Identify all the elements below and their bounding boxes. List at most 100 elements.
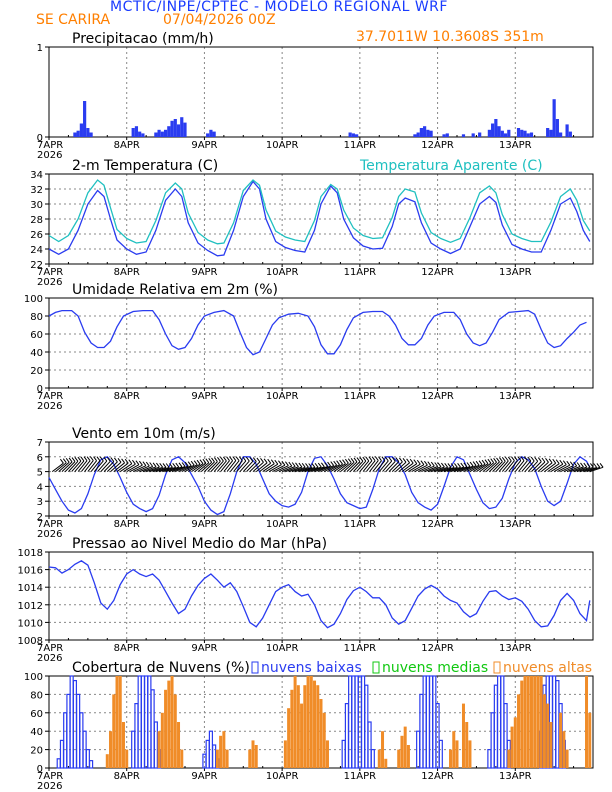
panel-3-wind-barb bbox=[586, 466, 601, 473]
panel-2-ytick-label: 20 bbox=[30, 366, 43, 377]
panel-3-wind-barb-flag bbox=[106, 456, 111, 462]
panel-3-wind-barb bbox=[132, 465, 147, 473]
panel-5-nuvens-baixas-bar bbox=[344, 702, 350, 769]
panel-5-nuvens-altas-bar bbox=[517, 694, 521, 768]
panel-5-ytick-label: 40 bbox=[30, 727, 43, 738]
panel-3-wind-barb-flag bbox=[235, 456, 240, 462]
panel-3-wind-barb-flag bbox=[267, 458, 272, 464]
panel-3-wind-barb bbox=[375, 460, 386, 472]
panel-5-nuvens-altas-bar bbox=[309, 676, 313, 768]
panel-3-ytick-label: 6 bbox=[37, 453, 43, 464]
panel-3-wind-barb-flag bbox=[277, 460, 282, 466]
panel-3-wind-barb-flag bbox=[527, 456, 532, 462]
panel-3-wind-barb-flag bbox=[374, 456, 379, 461]
panel-3-ytick-label: 4 bbox=[37, 482, 43, 493]
panel-1-year-label: 2026 bbox=[37, 277, 62, 288]
panel-3-wind-barb bbox=[447, 466, 461, 473]
panel-3-wind-barb-flag bbox=[504, 456, 509, 462]
panel-5-nuvens-altas-bar bbox=[377, 749, 381, 768]
panel-5-nuvens-altas-bar bbox=[160, 712, 164, 768]
panel-3-wind-barb bbox=[327, 464, 340, 473]
panel-5-nuvens-baixas-bar bbox=[503, 702, 508, 769]
panel-3-wind-barb-flag bbox=[121, 458, 125, 464]
panel-5-nuvens-altas-bar bbox=[105, 754, 109, 768]
panel-3-wind-barb bbox=[353, 460, 364, 472]
panel-3-wind-barb bbox=[460, 465, 474, 473]
panel-4-xtick-label: 9APR bbox=[191, 643, 217, 654]
panel-4-xtick-label: 12APR bbox=[421, 643, 454, 654]
panel-3-wind-barb-flag bbox=[402, 457, 407, 463]
panel-3-wind-barb bbox=[145, 466, 160, 473]
panel-5-xtick-label: 7APR bbox=[37, 771, 63, 782]
panel-3-wind-barb-flag bbox=[378, 456, 382, 462]
panel-3-wind-barb bbox=[229, 460, 240, 472]
panel-3-wind-barb-flag bbox=[222, 456, 227, 462]
panel-0-bar bbox=[170, 120, 174, 137]
panel-0-bar bbox=[160, 131, 164, 137]
panel-4-ytick-label: 1018 bbox=[18, 548, 43, 559]
panel-5-nuvens-altas-bar bbox=[536, 676, 540, 768]
panel-4-ytick-label: 1008 bbox=[18, 636, 43, 647]
panel-3-wind-barb-flag bbox=[301, 462, 306, 468]
panel-3-wind-barb bbox=[521, 460, 532, 472]
panel-1-frame bbox=[48, 173, 594, 265]
panel-3-wind-barb bbox=[356, 460, 367, 472]
panel-3-wind-barb-flag bbox=[472, 461, 477, 466]
panel-3-wind-barb bbox=[514, 460, 525, 472]
panel-3-wind-barb-flag bbox=[208, 457, 213, 463]
panel-0-bar bbox=[520, 129, 524, 137]
panel-3-wind-barb bbox=[573, 466, 587, 473]
panel-3-wind-barb bbox=[508, 460, 518, 472]
panel-3-wind-barb bbox=[171, 466, 186, 473]
panel-3-wind-barb bbox=[142, 466, 157, 473]
panel-3-wind-barb bbox=[485, 461, 497, 472]
panel-3-wind-barb bbox=[395, 461, 407, 472]
panel-5-nuvens-baixas-bar bbox=[351, 675, 356, 769]
panel-3-wind-barb bbox=[187, 463, 201, 473]
panel-5-xtick-label: 12APR bbox=[421, 771, 454, 782]
panel-3-wind-barb bbox=[307, 466, 322, 473]
panel-3-wind-barb bbox=[372, 460, 382, 472]
panel-3-wind-barb-flag bbox=[308, 463, 313, 468]
panel-3-wind-barb bbox=[223, 460, 233, 472]
panel-0-bar bbox=[89, 132, 93, 137]
panel-5-nuvens-baixas-bar bbox=[348, 675, 353, 769]
panel-3-wind-barb bbox=[58, 461, 70, 472]
panel-3-wind-barb bbox=[298, 467, 312, 473]
panel-3-wind-barb-flag bbox=[423, 460, 428, 466]
panel-3-year-label: 2026 bbox=[37, 529, 62, 540]
panel-3-wind-barb bbox=[110, 461, 122, 472]
panel-5-nuvens-altas-bar bbox=[549, 722, 553, 768]
panel-3-wind-barb bbox=[430, 466, 445, 473]
panel-0-bar bbox=[559, 132, 563, 137]
panel-5-nuvens-altas-bar bbox=[313, 680, 317, 768]
panel-3-wind-barb bbox=[343, 461, 355, 472]
panel-3-xtick-label: 11APR bbox=[344, 519, 377, 530]
panel-5-nuvens-altas-bar bbox=[177, 722, 181, 768]
panel-5-xtick-label: 13APR bbox=[499, 771, 532, 782]
panel-3-wind-barb-flag bbox=[562, 460, 567, 466]
panel-3-wind-barb-flag bbox=[463, 462, 468, 468]
panel-5-nuvens-baixas-bar bbox=[137, 675, 142, 769]
panel-3-wind-barb-flag bbox=[440, 462, 445, 468]
panel-3-wind-barb bbox=[570, 466, 584, 473]
panel-5-nuvens-baixas-bar bbox=[69, 675, 74, 769]
panel-3-wind-barb-flag bbox=[288, 461, 293, 467]
panel-3-wind-barb-flag bbox=[172, 462, 177, 468]
panel-1-legend-label: Temperatura Aparente (C) bbox=[359, 158, 543, 174]
panel-3-wind-barb-flag bbox=[490, 458, 495, 464]
panel-5-nuvens-baixas-bar bbox=[428, 675, 434, 769]
panel-3-wind-barb bbox=[275, 465, 289, 473]
panel-2-ytick-label: 80 bbox=[30, 312, 43, 323]
panel-5-nuvens-altas-bar bbox=[533, 676, 537, 768]
panel-3-wind-barb-flag bbox=[524, 456, 528, 462]
panel-3-wind-barb-flag bbox=[256, 457, 261, 463]
panel-3-wind-barb-flag bbox=[62, 458, 67, 464]
panel-3-wind-barb-flag bbox=[484, 459, 489, 465]
panel-5-ytick-label: 0 bbox=[37, 764, 43, 775]
panel-3-ytick-label: 5 bbox=[37, 468, 43, 479]
panel-3-wind-barb bbox=[404, 463, 418, 473]
panel-3-wind-barb-flag bbox=[155, 462, 160, 468]
panel-3-wind-barb-flag bbox=[263, 458, 268, 464]
panel-5-nuvens-altas-bar bbox=[322, 712, 326, 768]
